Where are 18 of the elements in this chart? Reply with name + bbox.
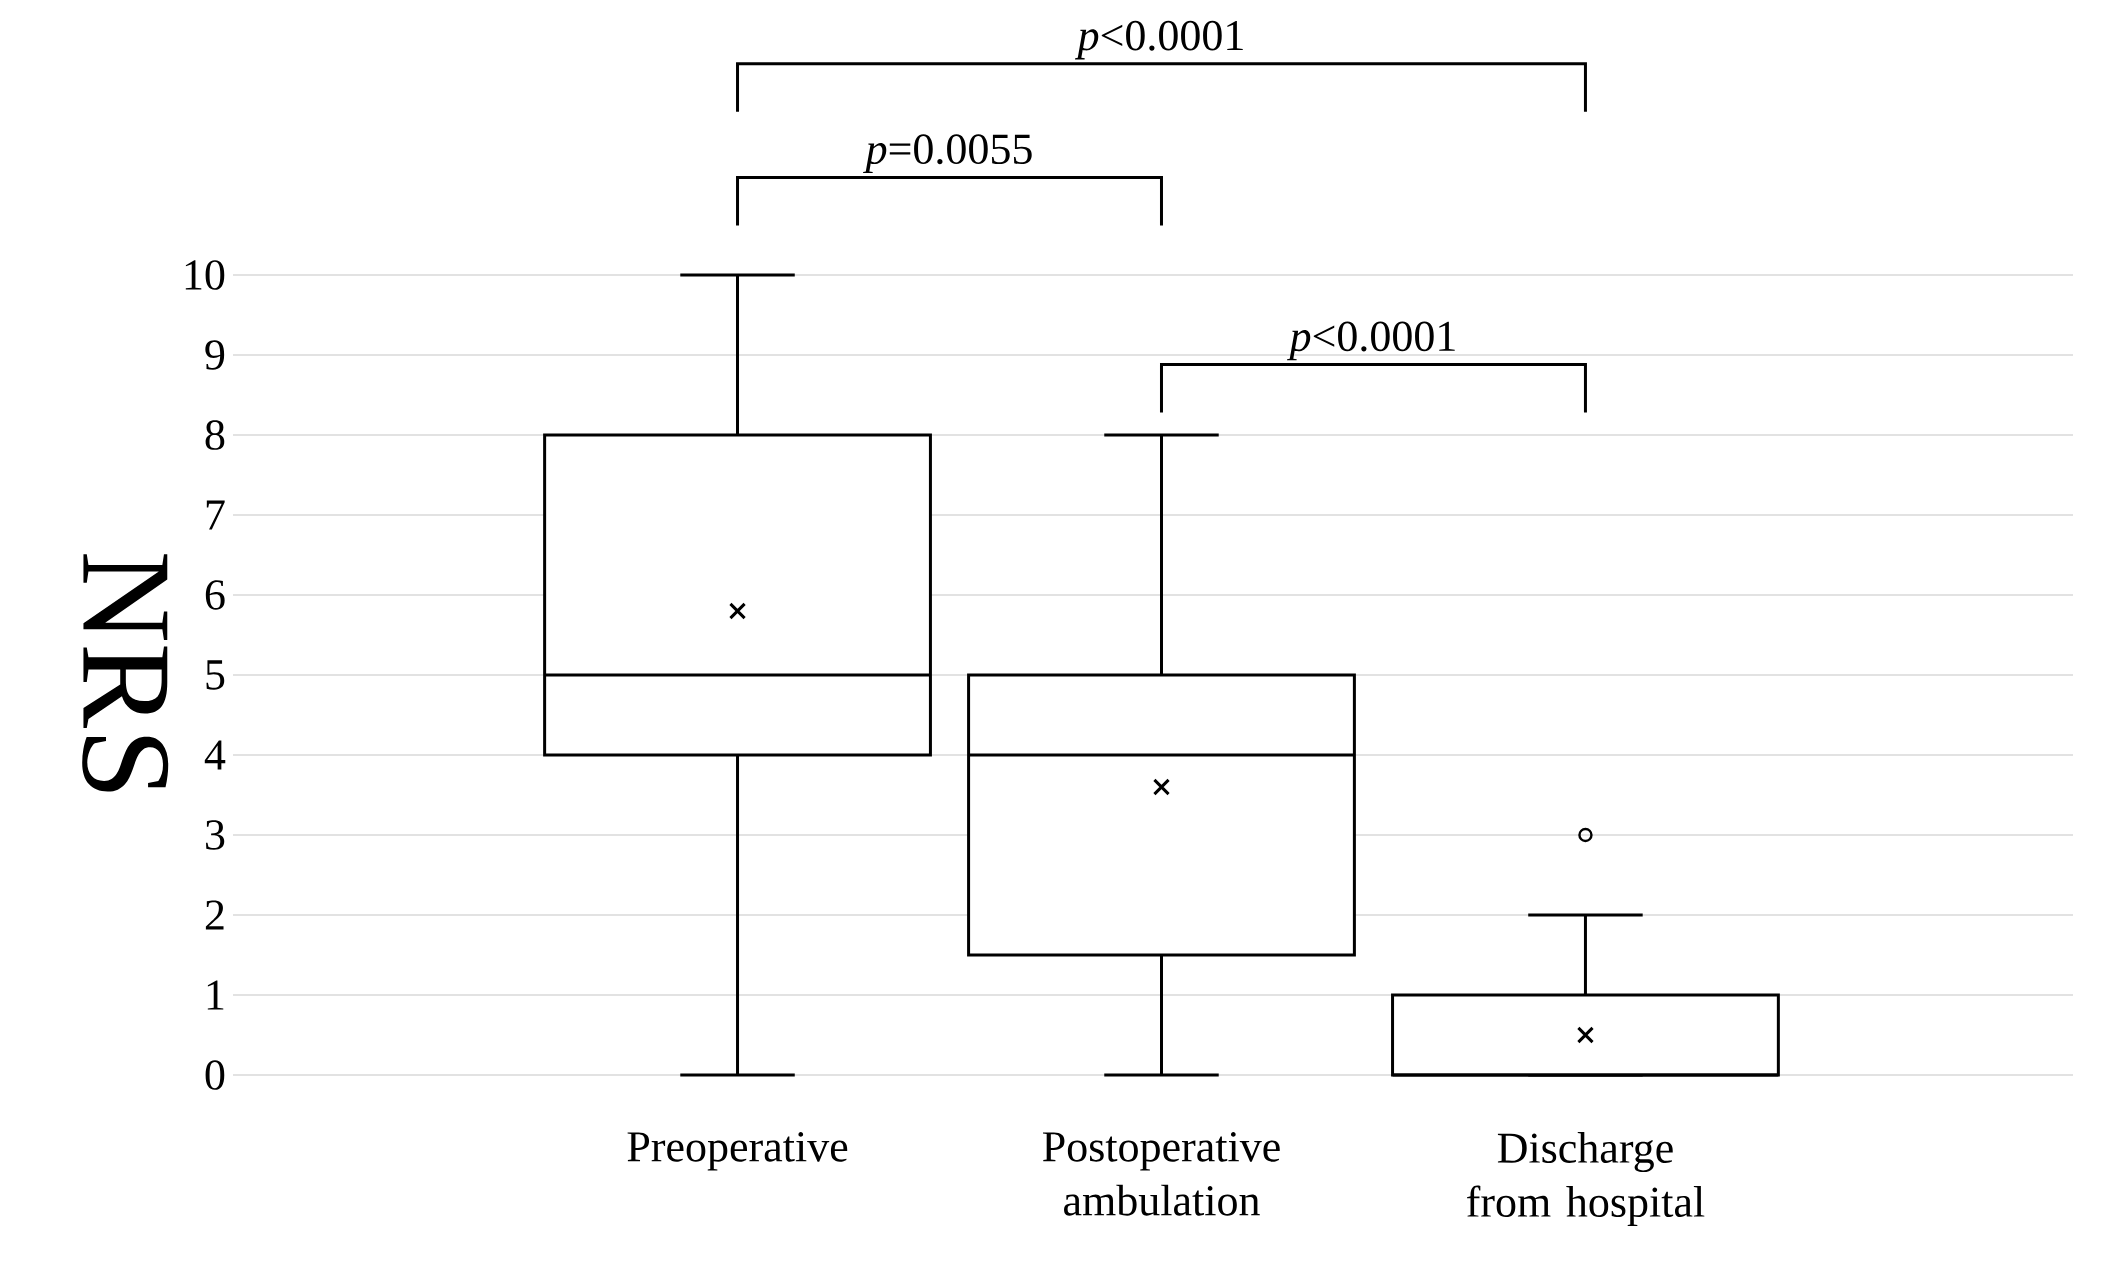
- text: p<0.0001: [1075, 20, 1243, 60]
- x-tick-label: Postoperative ambulation: [1042, 1132, 1280, 1216]
- y-tick-label: 7: [206, 500, 225, 530]
- y-tick-label: 2: [205, 900, 224, 930]
- y-tick-label: 9: [205, 340, 225, 370]
- y-tick-label: 3: [206, 820, 225, 850]
- x-tick-label: Preoperative: [627, 1132, 848, 1171]
- y-tick-label: 1: [207, 980, 224, 1010]
- annotation: p<0.0001: [1286, 321, 1455, 361]
- y-tick-label: 10: [185, 260, 225, 290]
- y-axis-title: NRS: [82, 554, 169, 792]
- x-tick-label: Discharge from hospital: [1467, 1132, 1705, 1226]
- text: p=0.0055: [863, 134, 1032, 174]
- y-tick-label: 4: [204, 740, 226, 770]
- y-tick-label: 0: [205, 1060, 225, 1090]
- y-tick-label: 8: [205, 420, 225, 450]
- y-tick-label: 5: [206, 660, 225, 690]
- y-tick-label: 6: [205, 580, 225, 610]
